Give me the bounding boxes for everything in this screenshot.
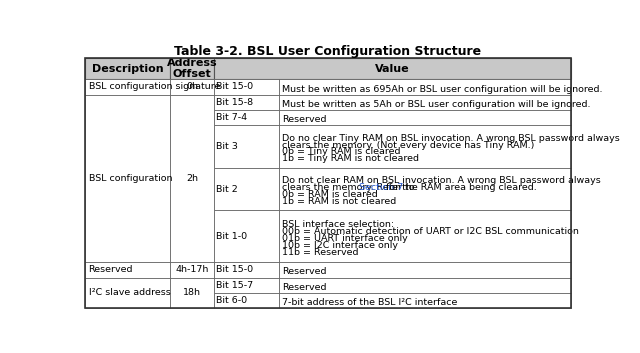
Bar — [85, 277, 170, 308]
Text: Address
Offset: Address Offset — [167, 58, 218, 79]
Bar — [85, 95, 170, 262]
Bar — [280, 262, 571, 277]
Bar — [85, 262, 170, 277]
Bar — [85, 79, 170, 95]
Text: 1b = Tiny RAM is not cleared: 1b = Tiny RAM is not cleared — [282, 154, 419, 163]
Bar — [214, 95, 280, 110]
Bar — [214, 210, 280, 262]
Bar — [170, 95, 214, 262]
Text: 01b = UART interface only: 01b = UART interface only — [282, 234, 408, 243]
Text: BSL configuration: BSL configuration — [88, 174, 172, 183]
Text: clears the memory. Refer to: clears the memory. Refer to — [282, 183, 417, 192]
Bar — [280, 210, 571, 262]
Text: 0h: 0h — [186, 83, 198, 91]
Bar — [280, 125, 571, 168]
Text: Bit 15-8: Bit 15-8 — [216, 98, 253, 107]
Text: for the RAM area being cleared.: for the RAM area being cleared. — [383, 183, 537, 192]
Text: Reserved: Reserved — [282, 283, 326, 292]
Text: 2h: 2h — [186, 174, 198, 183]
Bar — [280, 277, 571, 293]
Text: Bit 15-0: Bit 15-0 — [216, 83, 253, 91]
Text: Bit 6-0: Bit 6-0 — [216, 296, 248, 305]
Bar — [170, 277, 214, 308]
Text: Description: Description — [92, 64, 164, 73]
Text: Reserved: Reserved — [282, 115, 326, 124]
Bar — [214, 79, 280, 95]
Bar — [170, 79, 214, 95]
Bar — [214, 168, 280, 210]
Text: Bit 15-0: Bit 15-0 — [216, 265, 253, 274]
Text: Do no clear Tiny RAM on BSL invocation. A wrong BSL password always: Do no clear Tiny RAM on BSL invocation. … — [282, 133, 620, 143]
Text: Must be written as 5Ah or BSL user configuration will be ignored.: Must be written as 5Ah or BSL user confi… — [282, 100, 590, 109]
Text: BSL configuration signature: BSL configuration signature — [88, 83, 220, 91]
Bar — [280, 79, 571, 95]
Text: clears the memory. (Not every device has Tiny RAM.): clears the memory. (Not every device has… — [282, 140, 534, 150]
Text: Bit 7-4: Bit 7-4 — [216, 113, 248, 122]
Text: I²C slave address: I²C slave address — [88, 288, 170, 297]
Text: Table 3-2. BSL User Configuration Structure: Table 3-2. BSL User Configuration Struct… — [175, 45, 481, 58]
Text: BSL interface selection:: BSL interface selection: — [282, 220, 394, 229]
Bar — [280, 95, 571, 110]
Text: Bit 1-0: Bit 1-0 — [216, 232, 248, 241]
Text: 1b = RAM is not cleared: 1b = RAM is not cleared — [282, 197, 396, 206]
Text: Bit 2: Bit 2 — [216, 185, 238, 193]
Text: Value: Value — [375, 64, 410, 73]
Text: 0b = Tiny RAM is cleared: 0b = Tiny RAM is cleared — [282, 148, 400, 156]
Bar — [85, 58, 170, 79]
Bar — [214, 110, 280, 125]
Text: Bit 3: Bit 3 — [216, 142, 238, 151]
Text: Reserved: Reserved — [282, 268, 326, 276]
Bar — [214, 125, 280, 168]
Text: 7-bit address of the BSL I²C interface: 7-bit address of the BSL I²C interface — [282, 298, 457, 307]
Text: 10b = I2C interface only: 10b = I2C interface only — [282, 241, 398, 250]
Text: 18h: 18h — [183, 288, 201, 297]
Text: Must be written as 695Ah or BSL user configuration will be ignored.: Must be written as 695Ah or BSL user con… — [282, 84, 602, 94]
Text: 0b = RAM is cleared: 0b = RAM is cleared — [282, 190, 378, 199]
Text: 4h-17h: 4h-17h — [175, 265, 209, 274]
Text: Do not clear RAM on BSL invocation. A wrong BSL password always: Do not clear RAM on BSL invocation. A wr… — [282, 176, 600, 185]
Text: Bit 15-7: Bit 15-7 — [216, 281, 253, 290]
Bar — [214, 293, 280, 308]
Text: Section 7: Section 7 — [358, 183, 403, 192]
Text: 00b = Automatic detection of UART or I2C BSL communication: 00b = Automatic detection of UART or I2C… — [282, 227, 579, 236]
Bar — [280, 110, 571, 125]
Text: 11b = Reserved: 11b = Reserved — [282, 248, 358, 257]
Bar — [214, 58, 571, 79]
Bar — [214, 262, 280, 277]
Bar — [280, 168, 571, 210]
Bar — [170, 58, 214, 79]
Bar — [214, 277, 280, 293]
Text: Reserved: Reserved — [88, 265, 133, 274]
Bar — [170, 262, 214, 277]
Bar — [280, 293, 571, 308]
